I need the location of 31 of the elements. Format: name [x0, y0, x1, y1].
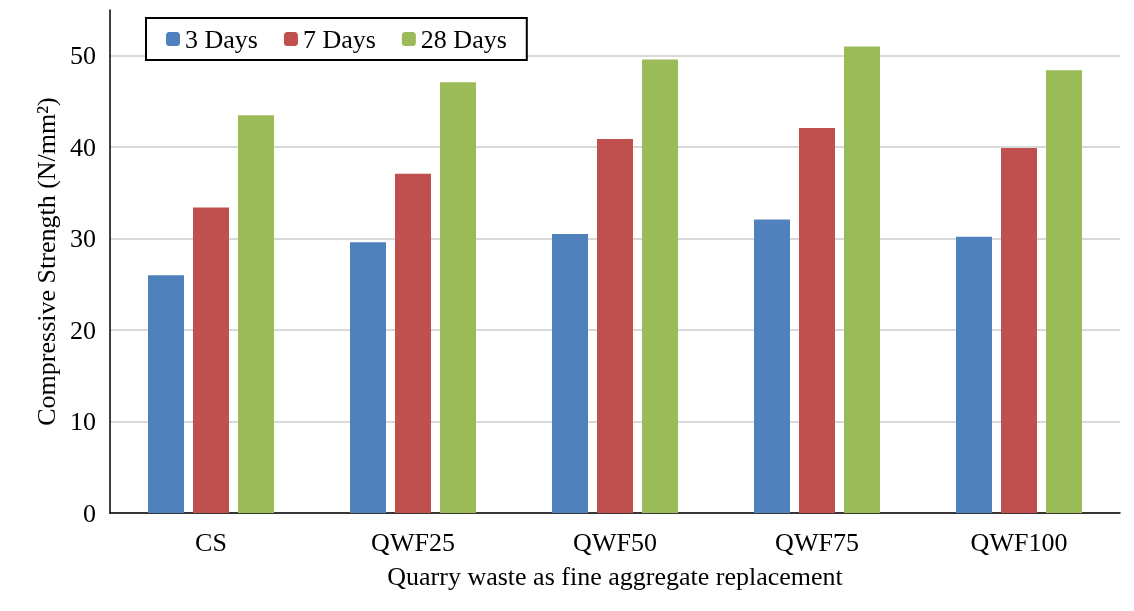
x-tick-label: QWF50 — [573, 527, 657, 557]
x-tick-label: QWF100 — [970, 527, 1068, 557]
bar — [1046, 70, 1082, 513]
bar — [844, 46, 880, 513]
bar — [754, 219, 790, 513]
y-tick-label: 0 — [83, 498, 96, 528]
y-axis-title: Compressive Strength (N/mm²) — [31, 97, 61, 426]
bar — [148, 275, 184, 513]
bar — [238, 115, 274, 513]
bar — [799, 127, 835, 513]
y-tick-label: 30 — [70, 224, 96, 254]
y-tick-label: 40 — [70, 132, 96, 162]
bar — [1001, 148, 1037, 513]
bar — [956, 236, 992, 513]
bar — [350, 242, 386, 513]
legend-label: 3 Days — [185, 24, 258, 54]
x-tick-label: CS — [195, 527, 227, 557]
bar — [193, 207, 229, 513]
legend-label: 28 Days — [420, 24, 507, 54]
y-tick-label: 20 — [70, 315, 96, 345]
bar — [642, 59, 678, 513]
bar — [395, 173, 431, 513]
y-tick-label: 10 — [70, 407, 96, 437]
x-axis-title: Quarry waste as fine aggregate replacement — [387, 561, 844, 591]
x-tick-label: QWF75 — [775, 527, 859, 557]
legend-label: 7 Days — [302, 24, 376, 54]
y-tick-label: 50 — [70, 41, 96, 71]
bar — [597, 138, 633, 513]
bar — [552, 234, 588, 513]
bar — [440, 82, 476, 513]
x-tick-label: QWF25 — [371, 527, 455, 557]
